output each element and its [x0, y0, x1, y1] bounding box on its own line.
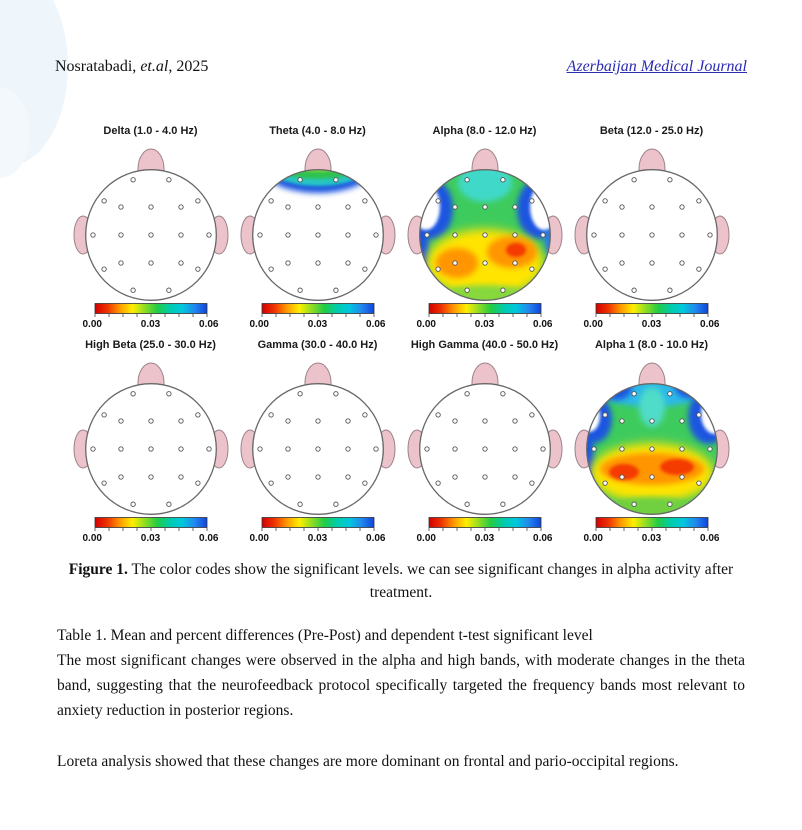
paragraph-results: The most significant changes were observ… — [57, 651, 745, 719]
colorbar — [94, 517, 207, 531]
colorbar — [261, 517, 374, 531]
colorbar-tick: 0.00 — [416, 319, 436, 330]
colorbar-tick: 0.03 — [641, 319, 662, 330]
colorbar-tick: 0.03 — [474, 319, 495, 330]
journal-link[interactable]: Azerbaijan Medical Journal — [566, 58, 747, 75]
map-title: Gamma (30.0 - 40.0 Hz) — [257, 339, 378, 351]
colorbar-tick-labels: 0.00 0.03 0.06 — [584, 319, 720, 330]
map-title: Alpha (8.0 - 12.0 Hz) — [432, 125, 537, 137]
colorbar-tick: 0.00 — [82, 533, 102, 544]
topomap-cell: Delta (1.0 - 4.0 Hz) 0.00 0.03 0.06 — [67, 124, 234, 330]
body-text: Table 1. Mean and percent differences (P… — [0, 623, 802, 775]
colorbar-tick: 0.03 — [140, 319, 161, 330]
topomap-head-svg — [574, 362, 729, 515]
colorbar-tick-labels: 0.00 0.03 0.06 — [417, 533, 553, 544]
colorbar-tick: 0.06 — [533, 319, 553, 330]
colorbar-tick: 0.00 — [82, 319, 102, 330]
colorbar-tick: 0.00 — [249, 533, 269, 544]
colorbar-tick-labels: 0.00 0.03 0.06 — [250, 533, 386, 544]
colorbar-tick: 0.06 — [533, 533, 553, 544]
topomap-head-svg — [73, 148, 228, 301]
colorbar-tick: 0.03 — [140, 533, 161, 544]
colorbar-tick: 0.00 — [416, 533, 436, 544]
map-title: Alpha 1 (8.0 - 10.0 Hz) — [594, 339, 709, 351]
colorbar-tick: 0.00 — [249, 319, 269, 330]
topomap-row-1: Delta (1.0 - 4.0 Hz) 0.00 0.03 0.06 Theta (4… — [67, 124, 735, 330]
topomap-head-svg — [407, 148, 562, 301]
colorbar-tick: 0.00 — [583, 319, 603, 330]
topomap-cell: High Beta (25.0 - 30.0 Hz) 0.00 0.03 0.06 — [67, 338, 234, 544]
map-title: Beta (12.0 - 25.0 Hz) — [599, 125, 704, 137]
topomap-cell: Alpha (8.0 - 12.0 Hz) 0.00 0.03 0.06 — [401, 124, 568, 330]
colorbar — [428, 517, 541, 531]
figure-caption: Figure 1. The color codes show the signi… — [53, 558, 749, 605]
colorbar-tick-labels: 0.00 0.03 0.06 — [250, 319, 386, 330]
map-title: Delta (1.0 - 4.0 Hz) — [103, 125, 198, 137]
colorbar — [595, 303, 708, 317]
colorbar-tick: 0.06 — [700, 533, 720, 544]
topomap-head-svg — [240, 148, 395, 301]
colorbar-tick: 0.06 — [366, 533, 386, 544]
authors-etal: et.al — [140, 58, 169, 75]
colorbar-tick: 0.03 — [641, 533, 662, 544]
topomap-head-svg — [73, 362, 228, 515]
colorbar-tick: 0.00 — [583, 533, 603, 544]
table-caption: Table 1. Mean and percent differences (P… — [57, 626, 593, 644]
paragraph-loreta: Loreta analysis showed that these change… — [57, 752, 679, 770]
colorbar-tick-labels: 0.00 0.03 0.06 — [417, 319, 553, 330]
colorbar-tick: 0.06 — [199, 319, 219, 330]
colorbar-tick: 0.03 — [307, 533, 328, 544]
topomap-cell: High Gamma (40.0 - 50.0 Hz) 0.00 0.03 0.06 — [401, 338, 568, 544]
authors-year: , 2025 — [168, 58, 209, 75]
figure-1: Delta (1.0 - 4.0 Hz) 0.00 0.03 0.06 Theta (4… — [0, 124, 802, 774]
topomap-cell: Beta (12.0 - 25.0 Hz) 0.00 0.03 0.06 — [568, 124, 735, 330]
colorbar — [94, 303, 207, 317]
figure-caption-text: The color codes show the significant lev… — [127, 561, 734, 602]
topomap-cell: Alpha 1 (8.0 - 10.0 Hz) 0.00 0.03 0.06 — [568, 338, 735, 544]
colorbar-tick: 0.03 — [474, 533, 495, 544]
colorbar-tick-labels: 0.00 0.03 0.06 — [83, 533, 219, 544]
colorbar-tick-labels: 0.00 0.03 0.06 — [83, 319, 219, 330]
topomap-head-svg — [574, 148, 729, 301]
colorbar — [261, 303, 374, 317]
colorbar-tick-labels: 0.00 0.03 0.06 — [584, 533, 720, 544]
topomap-row-2: High Beta (25.0 - 30.0 Hz) 0.00 0.03 0.06 Ga… — [67, 338, 735, 544]
topomap-head-svg — [407, 362, 562, 515]
map-title: High Gamma (40.0 - 50.0 Hz) — [410, 339, 559, 351]
page-header: Nosratabadi, et.al, 2025 Azerbaijan Medi… — [55, 58, 747, 76]
map-title: High Beta (25.0 - 30.0 Hz) — [85, 339, 216, 351]
authors-text: Nosratabadi, et.al, 2025 — [55, 58, 208, 76]
topomap-cell: Theta (4.0 - 8.0 Hz) 0.00 0.03 0.06 — [234, 124, 401, 330]
colorbar — [428, 303, 541, 317]
topomap-cell: Gamma (30.0 - 40.0 Hz) 0.00 0.03 0.06 — [234, 338, 401, 544]
colorbar-tick: 0.06 — [700, 319, 720, 330]
topomap-head-svg — [240, 362, 395, 515]
colorbar — [595, 517, 708, 531]
authors-prefix: Nosratabadi, — [55, 58, 141, 75]
colorbar-tick: 0.03 — [307, 319, 328, 330]
colorbar-tick: 0.06 — [366, 319, 386, 330]
map-title: Theta (4.0 - 8.0 Hz) — [269, 125, 366, 137]
colorbar-tick: 0.06 — [199, 533, 219, 544]
figure-caption-label: Figure 1. — [68, 561, 128, 578]
